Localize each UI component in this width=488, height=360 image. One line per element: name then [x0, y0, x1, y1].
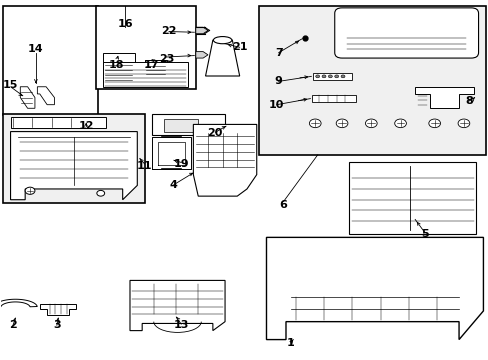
Polygon shape [414, 87, 473, 108]
Circle shape [394, 119, 406, 128]
Text: 16: 16 [117, 19, 133, 29]
Text: 18: 18 [109, 60, 124, 70]
Bar [144, 60, 166, 76]
Text: 1: 1 [286, 338, 294, 348]
Text: 2: 2 [9, 320, 17, 330]
Circle shape [25, 187, 35, 194]
Text: 20: 20 [207, 129, 223, 138]
Text: 11: 11 [137, 161, 152, 171]
Polygon shape [312, 73, 351, 80]
Text: 14: 14 [28, 44, 43, 54]
Ellipse shape [213, 37, 231, 44]
Circle shape [365, 119, 376, 128]
Circle shape [336, 119, 347, 128]
Text: 5: 5 [420, 229, 428, 239]
Polygon shape [20, 87, 35, 108]
Bar [103, 62, 188, 87]
Text: 10: 10 [268, 100, 284, 110]
Text: 17: 17 [144, 60, 160, 70]
Bar [3, 6, 98, 116]
Bar [164, 119, 198, 132]
Circle shape [322, 75, 325, 78]
Circle shape [334, 75, 338, 78]
Circle shape [97, 190, 104, 196]
Polygon shape [0, 299, 37, 307]
Polygon shape [266, 237, 483, 339]
Text: 3: 3 [53, 320, 61, 330]
Bar [103, 53, 135, 81]
Bar [152, 114, 224, 135]
Text: 8: 8 [464, 96, 472, 106]
Circle shape [341, 75, 344, 78]
Polygon shape [40, 304, 76, 315]
Text: 22: 22 [161, 26, 176, 36]
Text: 15: 15 [3, 80, 18, 90]
Circle shape [457, 119, 469, 128]
Polygon shape [205, 40, 239, 76]
Bar [259, 6, 485, 155]
Circle shape [315, 75, 319, 78]
Text: 7: 7 [274, 48, 282, 58]
Circle shape [309, 119, 321, 128]
Text: 12: 12 [78, 121, 94, 131]
Circle shape [328, 75, 332, 78]
Text: 23: 23 [159, 54, 174, 64]
Text: 9: 9 [274, 76, 282, 86]
Bar [11, 117, 105, 128]
Polygon shape [348, 162, 475, 234]
Circle shape [428, 119, 440, 128]
Polygon shape [311, 95, 355, 102]
Text: 21: 21 [231, 42, 247, 52]
Bar [96, 6, 195, 89]
Text: 4: 4 [170, 180, 178, 190]
Polygon shape [195, 27, 207, 34]
Text: 6: 6 [279, 200, 287, 210]
FancyBboxPatch shape [334, 8, 478, 58]
Bar [3, 114, 144, 203]
Polygon shape [130, 280, 224, 330]
Text: 19: 19 [173, 159, 188, 169]
Polygon shape [11, 132, 137, 200]
Polygon shape [195, 51, 207, 58]
Text: 13: 13 [173, 320, 188, 330]
Polygon shape [193, 125, 256, 196]
Polygon shape [37, 87, 54, 105]
